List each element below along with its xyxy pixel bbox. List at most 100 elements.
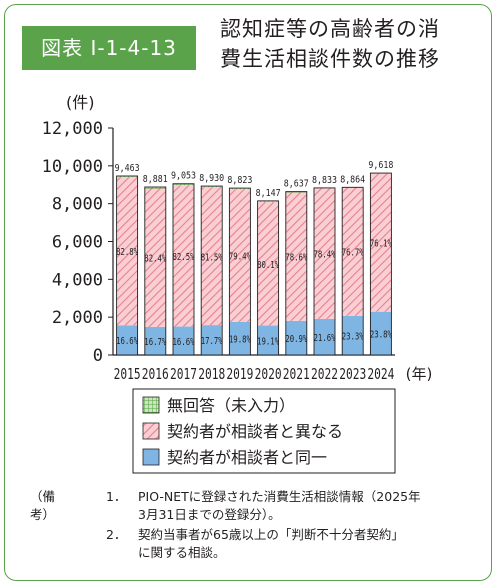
share-label-different: 79.4% (229, 252, 251, 263)
share-label-same: 21.6% (314, 333, 336, 344)
legend-label-s0: 契約者が相談者と同一 (167, 448, 327, 467)
share-label-different: 81.5% (201, 252, 223, 263)
bar-segment-2022-s1 (314, 187, 335, 319)
bar-segment-2017-s1 (173, 185, 194, 327)
share-label-different: 76.7% (342, 248, 364, 259)
share-label-same: 23.3% (342, 331, 364, 342)
notes-label: （備考） (30, 489, 56, 522)
bar-segment-2018-s2 (201, 186, 223, 188)
figure-number-badge: 図表 I-1-4-13 (22, 26, 196, 70)
x-tick-label: 2017 (170, 365, 197, 383)
bar-segment-2019-s1 (229, 189, 251, 322)
share-label-same: 19.1% (257, 336, 279, 347)
bar-segment-2019-s0 (229, 321, 251, 355)
x-tick-label: 2024 (367, 365, 394, 383)
figure-title-line-1: 認知症等の高齢者の消 (220, 17, 440, 41)
bar-segment-2024-s0 (370, 311, 392, 355)
total-label: 8,823 (227, 175, 252, 186)
bar-segment-2016-s2 (144, 187, 166, 189)
share-label-different: 82.4% (144, 254, 166, 265)
share-label-different: 78.6% (285, 253, 307, 264)
x-unit-label: (年) (406, 365, 433, 383)
bar-segment-2021-s1 (285, 192, 307, 321)
x-tick-label: 2020 (255, 365, 282, 383)
total-label: 8,864 (340, 174, 365, 185)
y-tick-label: 6,000 (52, 233, 103, 253)
share-label-same: 23.8% (370, 329, 392, 340)
bar-segment-2022-s0 (314, 318, 335, 355)
figure-title-line-2: 費生活相談件数の推移 (220, 47, 440, 71)
bar-segment-2020-s1 (257, 202, 279, 326)
note-2-line-1: 契約当事者が65歳以上の「判断不十分者契約」 (138, 527, 404, 542)
note-1-line-2: 3月31日までの登録分）。 (138, 507, 281, 522)
total-label: 8,637 (284, 179, 309, 190)
total-label: 9,463 (115, 163, 140, 174)
bar-outline-2019 (228, 187, 251, 356)
legend-label-s2: 無回答（未入力） (167, 396, 295, 415)
share-label-different: 78.4% (314, 249, 336, 260)
note-1-line-1: PIO-NETに登録された消費生活相談情報（2025年 (138, 489, 421, 504)
bar-segment-2016-s1 (144, 188, 166, 327)
y-tick-label: 0 (93, 346, 103, 366)
share-label-same: 19.8% (229, 334, 251, 345)
bar-outline-2022 (313, 187, 336, 356)
bar-outline-2024 (369, 172, 392, 356)
bar-segment-2015-s2 (116, 175, 138, 178)
x-tick-label: 2022 (311, 365, 338, 383)
x-tick-label: 2015 (114, 365, 141, 383)
share-label-different: 82.5% (173, 252, 195, 263)
legend-swatch-s1 (142, 422, 160, 440)
stacked-bar-chart: 0 2,000 4,000 6,000 8,000 10,000 12,000 (件) 201… (42, 93, 433, 474)
bar-segment-2023-s1 (342, 187, 364, 316)
bar-segment-2020-s2 (257, 200, 279, 203)
total-label: 8,833 (312, 175, 337, 186)
share-label-same: 16.7% (144, 337, 166, 348)
bar-outline-2021 (285, 191, 308, 356)
figure-title: 認知症等の高齢者の消 費生活相談件数の推移 (220, 14, 484, 74)
total-label: 9,053 (171, 171, 196, 182)
share-label-same: 16.6% (116, 336, 138, 347)
total-label: 8,881 (143, 174, 168, 185)
bar-segment-2021-s0 (285, 320, 307, 355)
y-tick-label: 4,000 (52, 270, 103, 290)
bar-outline-2017 (172, 183, 195, 356)
bar-segment-2024-s1 (370, 173, 392, 312)
share-label-same: 20.9% (285, 334, 307, 345)
legend-swatch-s2 (142, 396, 160, 414)
note-2-number: 2． (106, 527, 127, 542)
bar-segment-2017-s2 (173, 183, 194, 186)
share-label-different: 82.8% (116, 247, 138, 258)
bar-outline-2015 (116, 175, 139, 356)
bar-segment-2023-s0 (342, 315, 364, 355)
x-tick-label: 2019 (226, 365, 253, 383)
bar-segment-2018-s1 (201, 187, 223, 326)
bar-segment-2017-s0 (173, 326, 194, 355)
bar-segment-2015-s0 (116, 325, 138, 355)
bar-segment-2019-s2 (229, 188, 251, 190)
total-label: 8,147 (256, 188, 281, 199)
y-tick-label: 2,000 (52, 308, 103, 328)
y-tick-label: 8,000 (52, 195, 103, 215)
bar-segment-2016-s0 (144, 326, 166, 355)
x-tick-label: 2018 (198, 365, 225, 383)
bar-segment-2018-s0 (201, 325, 223, 355)
legend-box (132, 388, 396, 474)
bar-outline-2020 (257, 200, 280, 356)
note-2-line-2: に関する相談。 (138, 545, 226, 560)
note-1-number: 1． (106, 489, 127, 504)
share-label-same: 17.7% (201, 336, 223, 347)
legend-swatch-s0 (142, 448, 160, 466)
bar-outline-2018 (200, 185, 223, 356)
legend-label-s1: 契約者が相談者と異なる (167, 422, 343, 441)
share-label-different: 76.1% (370, 238, 392, 249)
total-label: 8,930 (199, 173, 224, 184)
y-tick-label: 10,000 (42, 157, 103, 177)
total-label: 9,618 (368, 160, 393, 171)
share-label-same: 16.6% (173, 337, 195, 348)
bar-segment-2015-s1 (116, 177, 138, 326)
x-tick-label: 2021 (283, 365, 310, 383)
y-tick-label: 12,000 (42, 119, 103, 139)
bar-outline-2016 (144, 186, 167, 356)
x-tick-label: 2016 (142, 365, 169, 383)
x-tick-label: 2023 (339, 365, 366, 383)
